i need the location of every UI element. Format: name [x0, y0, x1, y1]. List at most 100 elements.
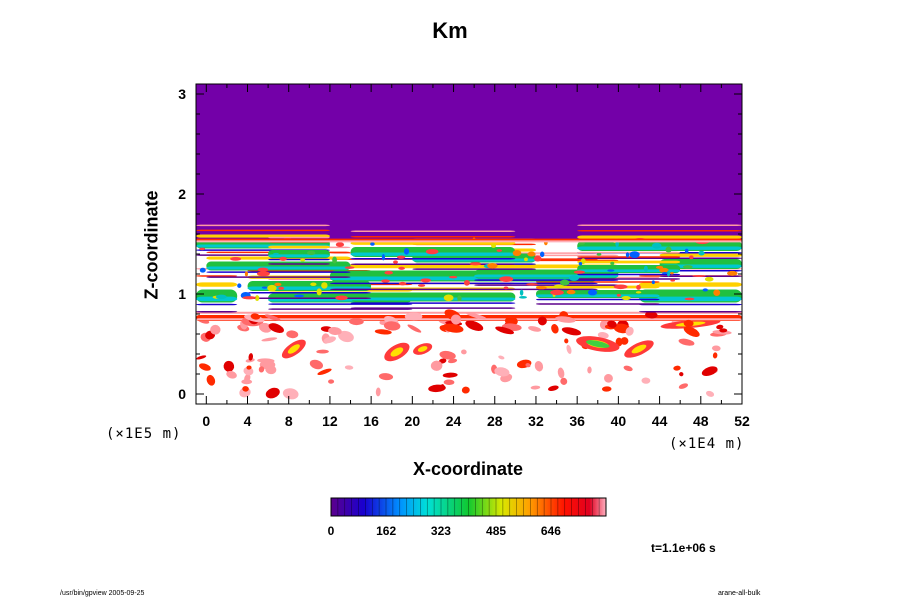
field-patch: [727, 270, 738, 276]
field-patch: [670, 271, 674, 275]
field-patch: [244, 271, 248, 277]
field-band: [268, 254, 330, 258]
x-tick-label: 12: [322, 413, 338, 429]
field-patch: [278, 286, 285, 290]
field-patch: [328, 327, 342, 336]
field-patch: [250, 313, 261, 320]
field-patch: [264, 314, 281, 321]
field-band: [196, 224, 330, 227]
field-patch: [463, 279, 470, 286]
field-patch: [607, 320, 617, 328]
field-patch: [457, 295, 462, 302]
field-band: [196, 275, 238, 277]
field-patch: [226, 370, 237, 379]
x-tick-label: 32: [528, 413, 544, 429]
field-band: [577, 235, 742, 239]
field-patch: [656, 265, 664, 269]
field-patch: [465, 312, 487, 320]
field-patch: [678, 338, 695, 346]
field-band: [350, 236, 516, 238]
field-patch: [317, 368, 332, 376]
field-patch: [210, 324, 221, 335]
field-band: [474, 284, 619, 286]
field-band: [196, 238, 742, 241]
field-patch: [679, 372, 684, 377]
field-patch: [524, 257, 528, 262]
field-patch: [375, 387, 381, 397]
field-patch: [393, 260, 398, 264]
field-band: [577, 224, 742, 226]
field-patch: [665, 246, 672, 253]
y-tick-label: 3: [178, 86, 186, 102]
field-patch: [519, 289, 524, 296]
field-patch: [274, 282, 282, 287]
field-patch: [442, 372, 458, 378]
field-band: [577, 257, 742, 259]
field-patch: [265, 387, 280, 399]
field-patch: [461, 349, 467, 355]
field-patch: [566, 289, 576, 295]
field-patch: [335, 242, 345, 248]
field-patch: [258, 366, 265, 373]
field-patch: [645, 311, 658, 319]
field-patch: [449, 275, 458, 279]
field-patch: [310, 282, 317, 286]
field-band: [638, 310, 742, 313]
field-patch: [242, 296, 257, 300]
field-patch: [323, 336, 336, 344]
field-patch: [491, 243, 497, 248]
field-band: [535, 298, 660, 301]
field-patch: [692, 274, 706, 277]
field-patch: [309, 359, 324, 370]
field-band: [535, 285, 660, 289]
field-patch: [610, 261, 615, 266]
field-patch: [487, 262, 498, 269]
field-patch: [623, 365, 633, 372]
y-tick-label: 0: [178, 386, 186, 402]
field-patch: [403, 248, 410, 255]
field-patch: [390, 347, 404, 357]
field-patch: [566, 344, 572, 354]
colorbar-segments: [337, 498, 600, 516]
field-patch: [701, 366, 718, 377]
field-patch: [237, 283, 242, 288]
field-patch: [261, 286, 268, 289]
field-patch: [616, 293, 622, 297]
field-patch: [316, 349, 329, 354]
field-band: [206, 276, 351, 278]
field-band: [350, 302, 516, 304]
field-band: [638, 303, 742, 306]
field-patch: [430, 360, 443, 371]
field-band: [535, 303, 660, 305]
field-patch: [540, 251, 545, 258]
field-patch: [711, 345, 721, 352]
field-band: [577, 260, 681, 264]
x-tick-label: 52: [734, 413, 750, 429]
field-patch: [381, 279, 390, 283]
y-scale-note: (×1E5 m): [106, 426, 182, 442]
field-patch: [601, 386, 612, 392]
field-patch: [503, 286, 509, 290]
field-patch: [374, 329, 392, 335]
y-axis-label: Z-coordinate: [141, 190, 162, 300]
field-patch: [273, 252, 279, 255]
y-tick-marks: [196, 93, 742, 395]
field-patch: [328, 379, 335, 384]
field-patch: [496, 249, 502, 252]
field-patch: [349, 318, 364, 326]
x-tick-label: 16: [363, 413, 379, 429]
colorbar-tick-label: 162: [376, 524, 396, 538]
field-band: [350, 241, 516, 245]
x-tick-label: 36: [569, 413, 585, 429]
field-patch: [682, 265, 693, 269]
x-tick-label: 20: [405, 413, 421, 429]
field-patch: [560, 377, 568, 385]
field-band: [350, 258, 516, 260]
field-patch: [519, 295, 527, 299]
field-patch: [561, 327, 582, 336]
field-patch: [678, 383, 689, 389]
field-patch: [587, 366, 592, 374]
field-patch: [631, 344, 647, 354]
